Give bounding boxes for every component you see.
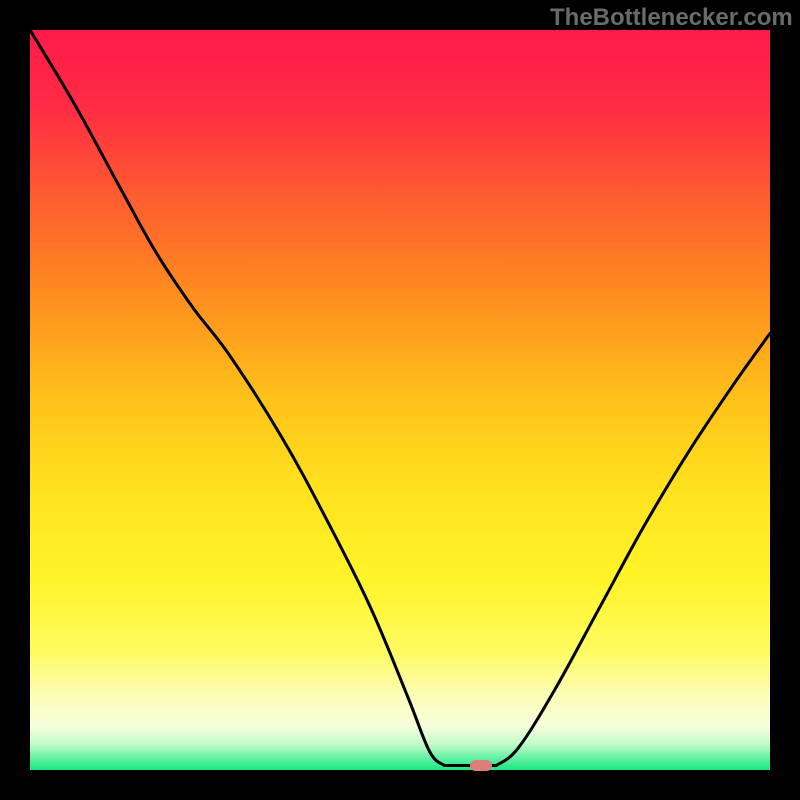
bottleneck-curve: [0, 0, 800, 800]
curve-segment: [30, 30, 444, 766]
optimal-point-marker: [470, 760, 492, 772]
curve-segment: [496, 333, 770, 765]
